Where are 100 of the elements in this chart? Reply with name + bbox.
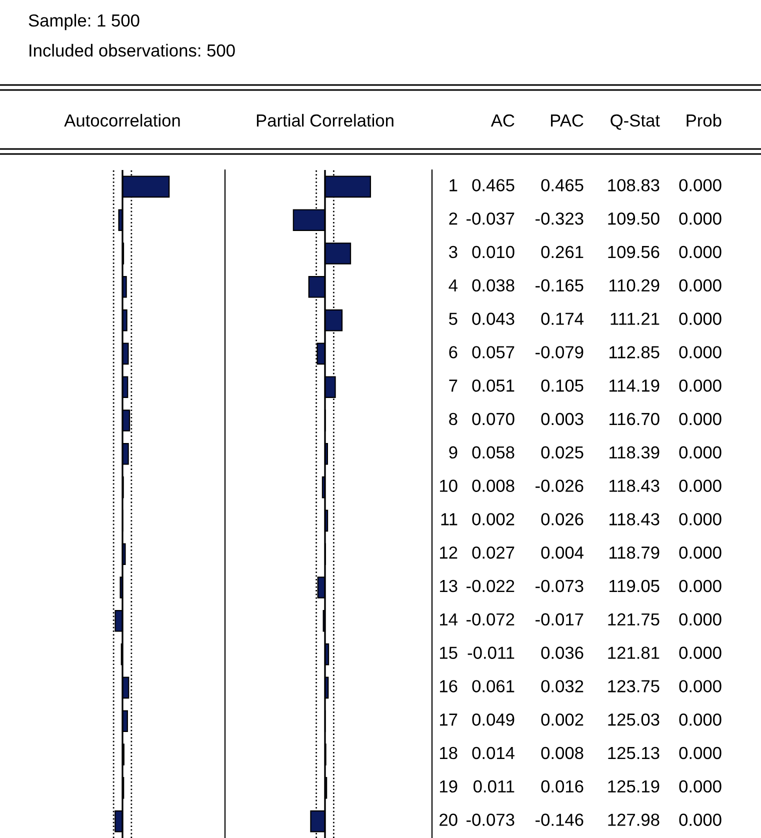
text: Sample: 1 500 xyxy=(28,14,140,30)
text: Prob xyxy=(686,114,722,127)
data-label: -0.017 xyxy=(536,613,584,626)
data-label: 0.004 xyxy=(541,546,584,559)
text: 0.000 xyxy=(679,513,722,526)
data-label: 0.003 xyxy=(541,412,584,426)
data-label: 0.002 xyxy=(541,713,584,726)
data-label: -0.011 xyxy=(468,646,514,659)
data-label: -0.037 xyxy=(466,212,514,225)
data-label: 0.465 xyxy=(541,179,584,192)
data-label: -0.026 xyxy=(536,480,584,492)
text: 0.000 xyxy=(679,546,722,559)
y-tick-label: 19 xyxy=(440,780,458,793)
text: 109.56 xyxy=(608,246,660,258)
y-tick-label: 6 xyxy=(449,346,458,358)
text: 0.000 xyxy=(679,279,722,292)
text: 125.13 xyxy=(608,746,660,760)
y-tick-label: 10 xyxy=(440,480,458,492)
text: 0.000 xyxy=(679,179,722,192)
data-label: -0.022 xyxy=(466,580,514,592)
text: 0.000 xyxy=(679,814,722,826)
data-label: 0.070 xyxy=(472,412,514,426)
text: 118.79 xyxy=(610,546,660,559)
data-label: 0.002 xyxy=(472,513,514,526)
data-label: 0.027 xyxy=(472,546,514,559)
y-tick-label: 17 xyxy=(440,714,458,726)
y-tick-label: 8 xyxy=(449,412,458,426)
data-label: -0.079 xyxy=(536,346,584,358)
y-tick-label: 18 xyxy=(440,746,458,760)
data-label: 0.174 xyxy=(541,312,584,325)
data-label: 0.008 xyxy=(472,480,514,492)
text: 112.85 xyxy=(610,346,660,358)
data-label: 0.057 xyxy=(472,346,514,358)
text: 125.19 xyxy=(608,780,660,793)
text: 125.03 xyxy=(608,713,660,726)
text: PAC xyxy=(551,114,584,127)
y-tick-label: 12 xyxy=(440,546,458,559)
text: 0.000 xyxy=(679,713,722,726)
y-tick-label: 16 xyxy=(440,680,458,692)
text: Q-Stat xyxy=(610,114,660,130)
text: 118.43 xyxy=(610,480,660,492)
text: 109.50 xyxy=(608,212,660,225)
y-tick-label: 5 xyxy=(449,312,458,325)
data-label: -0.072 xyxy=(466,613,514,626)
y-tick-label: 2 xyxy=(449,212,458,225)
data-label: -0.073 xyxy=(466,814,514,826)
data-label: 0.014 xyxy=(472,746,514,760)
text: Included observations: 500 xyxy=(30,44,235,57)
data-label: 0.058 xyxy=(472,446,514,459)
data-label: 0.010 xyxy=(472,246,514,258)
text: 127.98 xyxy=(608,814,660,826)
data-label: 0.261 xyxy=(541,246,584,258)
data-label: 0.025 xyxy=(541,446,584,459)
text: 0.000 xyxy=(679,346,722,358)
text: 0.000 xyxy=(679,212,722,225)
data-label: 0.008 xyxy=(541,746,584,760)
chart-title: Autocorrelation xyxy=(64,114,180,127)
text: 0.000 xyxy=(679,613,722,626)
text: AC xyxy=(490,114,514,127)
text: 116.70 xyxy=(610,412,660,426)
text: 0.000 xyxy=(679,746,722,760)
data-label: 0.036 xyxy=(541,646,584,659)
data-label: 0.043 xyxy=(472,312,514,325)
data-label: 0.016 xyxy=(541,780,584,793)
text: 0.000 xyxy=(679,412,722,426)
y-tick-label: 1 xyxy=(450,179,458,192)
text: 119.05 xyxy=(610,580,660,592)
text: 0.000 xyxy=(679,246,722,258)
text: 0.000 xyxy=(679,646,722,659)
data-label: -0.073 xyxy=(536,580,584,592)
text: 118.43 xyxy=(610,513,660,526)
data-label: -0.146 xyxy=(536,814,584,826)
data-label: 0.032 xyxy=(541,680,584,692)
text: 121.75 xyxy=(608,613,660,626)
y-tick-label: 7 xyxy=(449,380,458,392)
y-tick-label: 14 xyxy=(440,613,458,626)
text: 0.000 xyxy=(679,312,722,325)
data-label: -0.323 xyxy=(536,212,584,225)
y-tick-label: 13 xyxy=(440,580,458,592)
text: 0.000 xyxy=(679,680,722,692)
data-label: 0.465 xyxy=(472,179,514,192)
data-label: 0.105 xyxy=(541,379,584,392)
text: 0.000 xyxy=(679,480,722,492)
data-label: 0.026 xyxy=(541,513,584,526)
text: 0.000 xyxy=(679,379,722,392)
text: 118.39 xyxy=(610,446,660,459)
y-tick-label: 9 xyxy=(449,446,458,459)
text: 0.000 xyxy=(679,780,722,793)
text: 108.83 xyxy=(608,179,660,192)
chart-title: Partial Correlation xyxy=(256,114,394,127)
data-label: 0.011 xyxy=(474,780,514,793)
data-label: -0.165 xyxy=(536,279,584,292)
data-label: 0.049 xyxy=(472,713,514,726)
y-tick-label: 3 xyxy=(449,246,458,258)
text: 123.75 xyxy=(608,680,660,692)
text: 121.81 xyxy=(608,646,660,659)
y-tick-label: 4 xyxy=(448,279,458,292)
y-tick-label: 11 xyxy=(441,513,458,526)
text: 114.19 xyxy=(610,379,660,392)
text: 111.21 xyxy=(610,312,660,325)
